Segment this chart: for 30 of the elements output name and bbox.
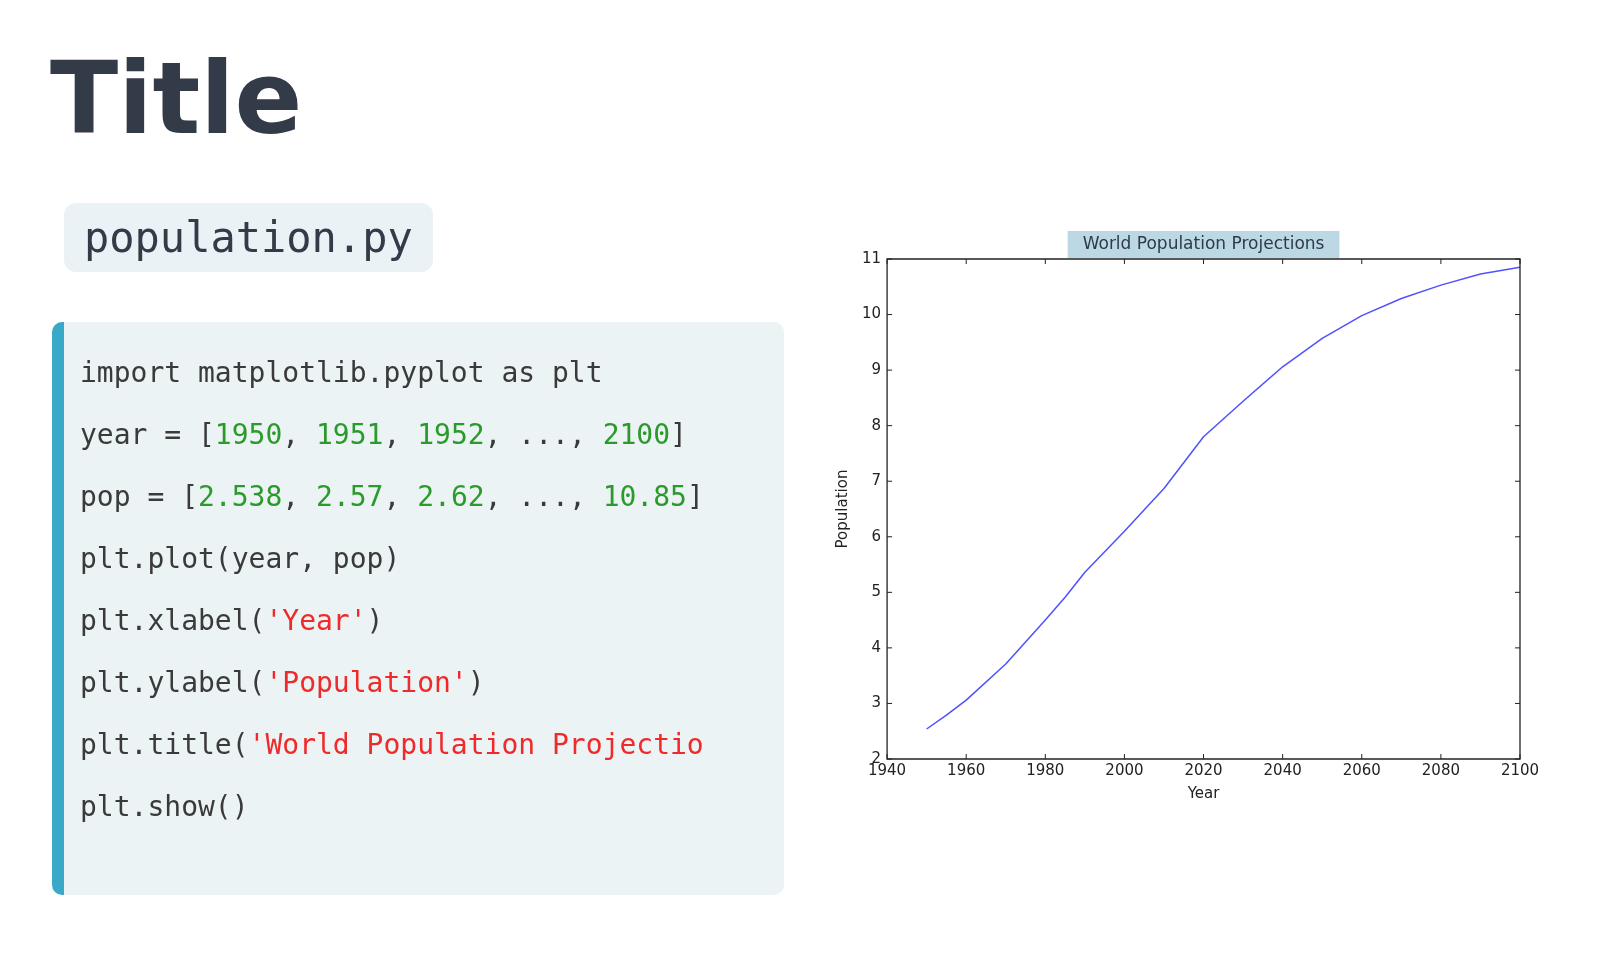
- y-axis-title: Population: [832, 469, 851, 549]
- text: year = [1950, 1951, 1952, ..., 2100]: [80, 418, 687, 451]
- text: plt.xlabel('Year'): [80, 603, 385, 639]
- text: plt.plot(year, pop): [80, 541, 402, 577]
- text: import matplotlib.pyplot as plt: [80, 355, 604, 391]
- y-tick-label: 8: [871, 415, 882, 434]
- text: Title: [50, 40, 303, 157]
- chart-title: World Population Projections: [1082, 233, 1325, 254]
- y-tick-label: 7: [871, 471, 882, 490]
- x-tick-label: 1980: [1026, 760, 1065, 779]
- y-tick-label: 10: [861, 304, 882, 323]
- y-tick-label: 11: [861, 248, 882, 267]
- text: plt.ylabel('Population'): [80, 665, 486, 701]
- text: plt.title('World Population Projectio: [80, 727, 705, 763]
- x-tick-label: 2080: [1421, 760, 1460, 779]
- y-tick-label: 9: [871, 360, 882, 378]
- x-tick-label: 1960: [947, 760, 986, 779]
- y-tick-label: 4: [871, 637, 882, 656]
- y-tick-label: 6: [871, 526, 882, 545]
- text: population.py: [64, 203, 433, 272]
- x-tick-label: 2020: [1184, 760, 1223, 779]
- x-tick-label: 2100: [1500, 760, 1540, 779]
- x-tick-label: 2000: [1105, 760, 1144, 779]
- text: plt.show(): [80, 789, 250, 825]
- x-axis-title: Year: [1186, 783, 1221, 802]
- x-tick-label: 2040: [1263, 760, 1302, 779]
- y-tick-label: 5: [871, 582, 882, 601]
- x-tick-label: 2060: [1342, 760, 1381, 779]
- y-tick-label: 3: [871, 693, 882, 712]
- text: pop = [2.538, 2.57, 2.62, ..., 10.85]: [80, 480, 704, 513]
